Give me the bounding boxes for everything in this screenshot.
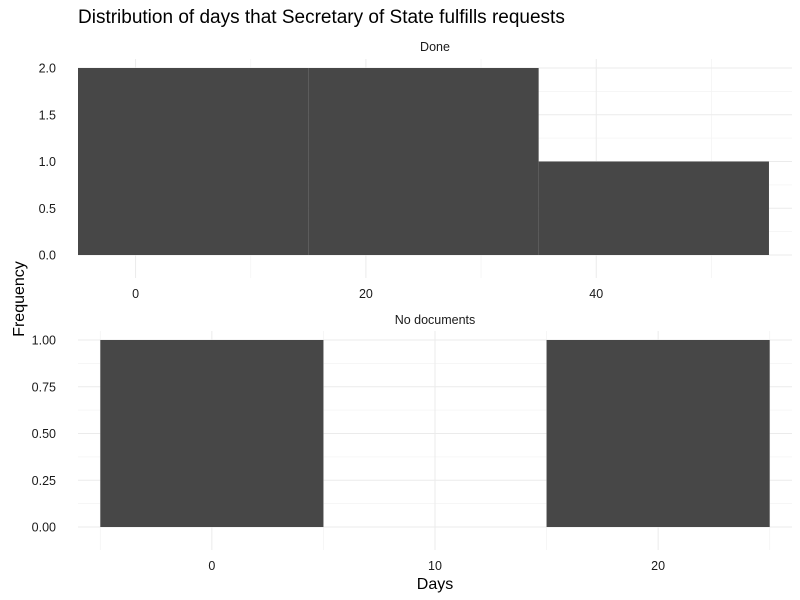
x-tick-label: 10 bbox=[428, 559, 442, 573]
panel-done-bars bbox=[78, 68, 769, 255]
panel-no-documents: No documents 0.00 0.25 0.50 0.75 1.00 0 10 20 bbox=[32, 313, 792, 573]
y-tick-label: 0.00 bbox=[32, 521, 56, 535]
histogram-bar bbox=[78, 68, 309, 255]
histogram-bar bbox=[308, 68, 539, 255]
y-axis-title: Frequency bbox=[11, 261, 28, 337]
chart-title: Distribution of days that Secretary of S… bbox=[78, 7, 565, 28]
histogram-bar bbox=[100, 340, 324, 527]
x-tick-label: 40 bbox=[589, 287, 603, 301]
y-tick-label: 2.0 bbox=[39, 62, 56, 76]
y-tick-label: 1.5 bbox=[39, 108, 56, 122]
panel-done: Done 0.0 0.5 1.0 1.5 2.0 0 20 40 bbox=[39, 40, 792, 301]
panel-no-documents-x-ticks: 0 10 20 bbox=[208, 559, 665, 573]
x-tick-label: 0 bbox=[208, 559, 215, 573]
y-tick-label: 0.25 bbox=[32, 474, 56, 488]
x-tick-label: 0 bbox=[132, 287, 139, 301]
panel-done-y-ticks: 0.0 0.5 1.0 1.5 2.0 bbox=[39, 62, 56, 263]
y-tick-label: 1.0 bbox=[39, 155, 56, 169]
y-tick-label: 0.75 bbox=[32, 380, 56, 394]
histogram-bar bbox=[546, 340, 770, 527]
x-tick-label: 20 bbox=[359, 287, 373, 301]
panel-no-documents-y-ticks: 0.00 0.25 0.50 0.75 1.00 bbox=[32, 334, 56, 535]
histogram-bar bbox=[538, 161, 769, 255]
panel-done-x-ticks: 0 20 40 bbox=[132, 287, 603, 301]
y-tick-label: 0.0 bbox=[39, 249, 56, 263]
x-axis-title: Days bbox=[417, 576, 453, 593]
y-tick-label: 0.50 bbox=[32, 427, 56, 441]
y-tick-label: 0.5 bbox=[39, 202, 56, 216]
x-tick-label: 20 bbox=[651, 559, 665, 573]
facet-strip-label-no-documents: No documents bbox=[395, 313, 476, 327]
panel-no-documents-bars bbox=[100, 340, 770, 527]
facet-strip-label-done: Done bbox=[420, 40, 450, 54]
y-tick-label: 1.00 bbox=[32, 334, 56, 348]
